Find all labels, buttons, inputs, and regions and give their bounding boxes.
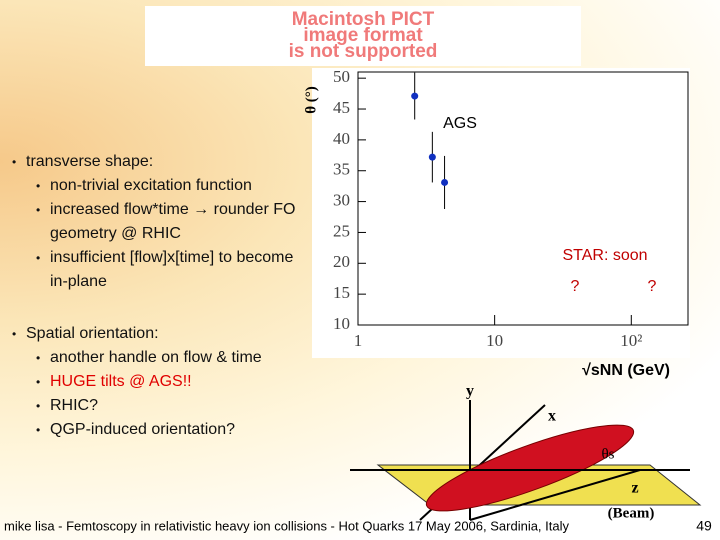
plot-frame xyxy=(357,71,689,326)
axis-label: (Beam) xyxy=(608,505,655,521)
sub-bullet-text: insufficient [flow]x[time] to become in-… xyxy=(50,249,294,290)
sub-bullet: QGP-induced orientation? xyxy=(36,418,302,442)
annotation: STAR: soon xyxy=(562,247,647,264)
placeholder-text: is not supported xyxy=(289,41,438,62)
y-tick-label: 10 xyxy=(333,314,350,333)
page-number: 49 xyxy=(696,518,712,534)
sub-bullet-text: QGP-induced orientation? xyxy=(50,421,235,438)
x-axis-label: √sNN (GeV) xyxy=(582,362,670,379)
axis-label: x xyxy=(548,408,556,425)
bullet-text: Spatial orientation: xyxy=(26,325,159,342)
y-tick-label: 20 xyxy=(333,252,350,271)
sub-bullet-text: non-trivial excitation function xyxy=(50,177,252,194)
y-tick-label: 45 xyxy=(333,98,350,117)
placeholder-text: Macintosh PICT xyxy=(292,9,435,30)
axis-label: y xyxy=(466,383,474,400)
sub-bullet: insufficient [flow]x[time] to become in-… xyxy=(36,246,302,294)
sub-bullet: HUGE tilts @ AGS!! xyxy=(36,370,302,394)
y-axis-label: θ (°) xyxy=(303,86,319,114)
angle-label: θs xyxy=(601,446,614,462)
point xyxy=(441,178,449,186)
y-tick-label: 15 xyxy=(333,283,350,302)
footer: mike lisa - Femtoscopy in relativistic h… xyxy=(4,518,569,533)
y-tick-label: 40 xyxy=(333,129,350,148)
bullet-text: transverse shape: xyxy=(26,153,154,170)
point xyxy=(428,153,436,161)
sub-bullet-text: increased flow*time → rounder FO geometr… xyxy=(50,201,296,242)
annotation: AGS xyxy=(443,115,477,132)
annotation: ? xyxy=(648,278,657,295)
sub-bullet-text: HUGE tilts @ AGS!! xyxy=(50,373,192,390)
sub-bullet: RHIC? xyxy=(36,394,302,418)
ellipsoid xyxy=(425,424,635,512)
bullet-group: transverse shape: non-trivial excitation … xyxy=(6,150,295,294)
bullet-group: Spatial orientation: another handle on fl… xyxy=(6,322,262,442)
annotation: ? xyxy=(571,278,580,295)
placeholder-box xyxy=(145,6,581,66)
x-tick-label: 10² xyxy=(620,331,642,350)
bullet: transverse shape: xyxy=(12,150,264,174)
sub-bullet-text: RHIC? xyxy=(50,397,99,414)
y-tick-label: 30 xyxy=(333,190,350,209)
x-tick-label: 1 xyxy=(354,331,363,350)
y-tick-label: 35 xyxy=(333,160,350,179)
chart-bg xyxy=(312,68,690,358)
y-tick-label: 25 xyxy=(333,221,350,240)
x-tick-label: 10 xyxy=(486,331,503,350)
sub-bullet: non-trivial excitation function xyxy=(36,174,302,198)
point xyxy=(411,92,419,100)
axis xyxy=(469,469,641,521)
bullet: Spatial orientation: xyxy=(12,322,264,346)
sub-bullet: another handle on flow & time xyxy=(36,346,302,370)
y-tick-label: 50 xyxy=(333,67,350,86)
sub-bullet: increased flow*time → rounder FO geometr… xyxy=(36,198,302,246)
sub-bullet-text: another handle on flow & time xyxy=(50,349,262,366)
axis-label: z xyxy=(631,480,638,497)
placeholder-text: image format xyxy=(303,25,423,46)
